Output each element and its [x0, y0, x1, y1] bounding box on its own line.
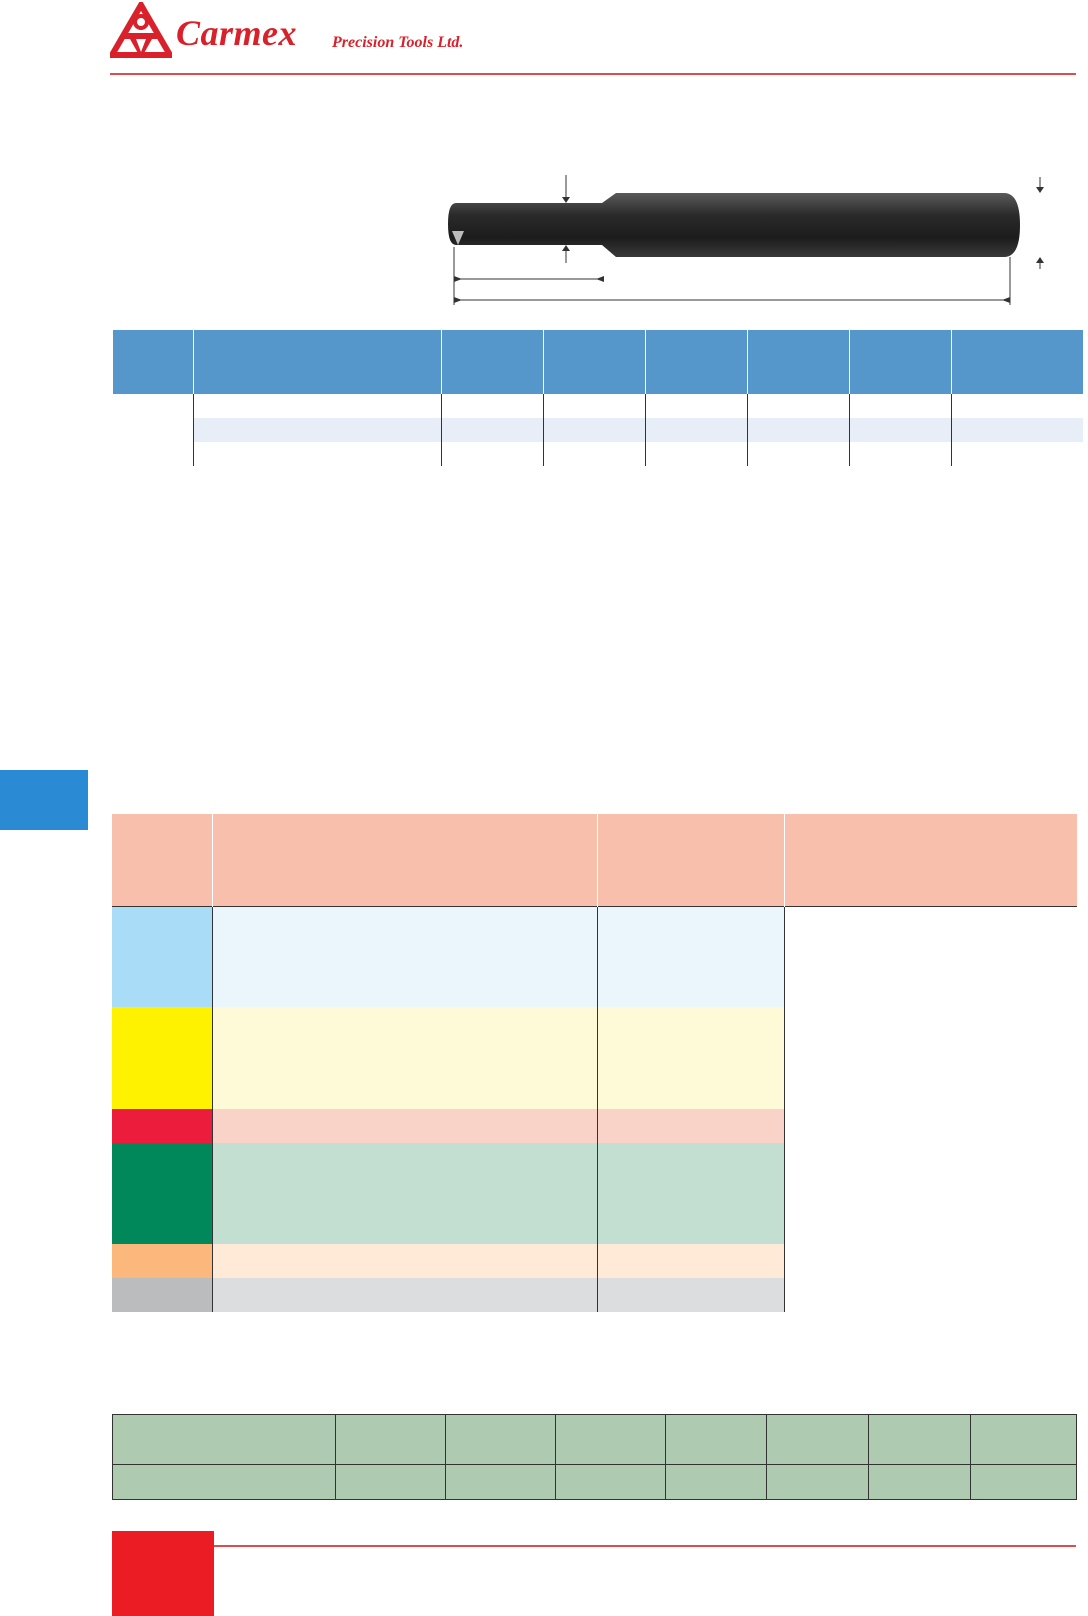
product-table-header	[113, 330, 1083, 394]
header-cell	[112, 814, 212, 907]
material-row-p	[112, 906, 1077, 1312]
brand-name: Carmex	[176, 13, 298, 53]
header-cell	[644, 330, 747, 394]
material-row-n	[112, 1142, 1077, 1244]
header-cell	[113, 330, 193, 394]
header-cell	[596, 814, 784, 907]
material-swatch	[112, 1277, 212, 1312]
material-table-header	[112, 814, 1077, 907]
page-number-block	[112, 1531, 214, 1616]
header-cell	[192, 330, 441, 394]
table-row	[112, 1464, 1077, 1500]
header-divider	[110, 73, 1076, 75]
header-cell	[211, 814, 597, 907]
material-swatch	[112, 1108, 212, 1143]
material-table	[112, 814, 1077, 1312]
material-swatch	[112, 1243, 212, 1278]
product-table	[113, 330, 1083, 466]
material-swatch	[112, 906, 212, 1007]
header-cell	[783, 814, 1077, 907]
header-cell	[848, 330, 951, 394]
chapter-side-tab	[0, 770, 88, 830]
material-row-m	[112, 1006, 1077, 1109]
footer-divider	[214, 1545, 1076, 1547]
material-row-k	[112, 1108, 1077, 1143]
carmex-logo: Carmex Precision Tools Ltd.	[110, 0, 470, 66]
table-row	[113, 394, 1083, 418]
header-cell	[542, 330, 645, 394]
material-row-h	[112, 1277, 1077, 1312]
header-cell	[440, 330, 543, 394]
material-swatch	[112, 1142, 212, 1244]
table-row	[112, 1414, 1077, 1465]
header-cell	[746, 330, 849, 394]
table-row	[113, 442, 1083, 466]
brand-tagline: Precision Tools Ltd.	[332, 34, 464, 51]
material-swatch	[112, 1006, 212, 1109]
carmex-triangle-logo-icon	[110, 2, 172, 58]
header-cell	[950, 330, 1083, 394]
speed-table	[112, 1414, 1077, 1500]
material-row-s	[112, 1243, 1077, 1278]
table-row	[113, 418, 1083, 442]
tool-drawing	[444, 145, 1084, 325]
